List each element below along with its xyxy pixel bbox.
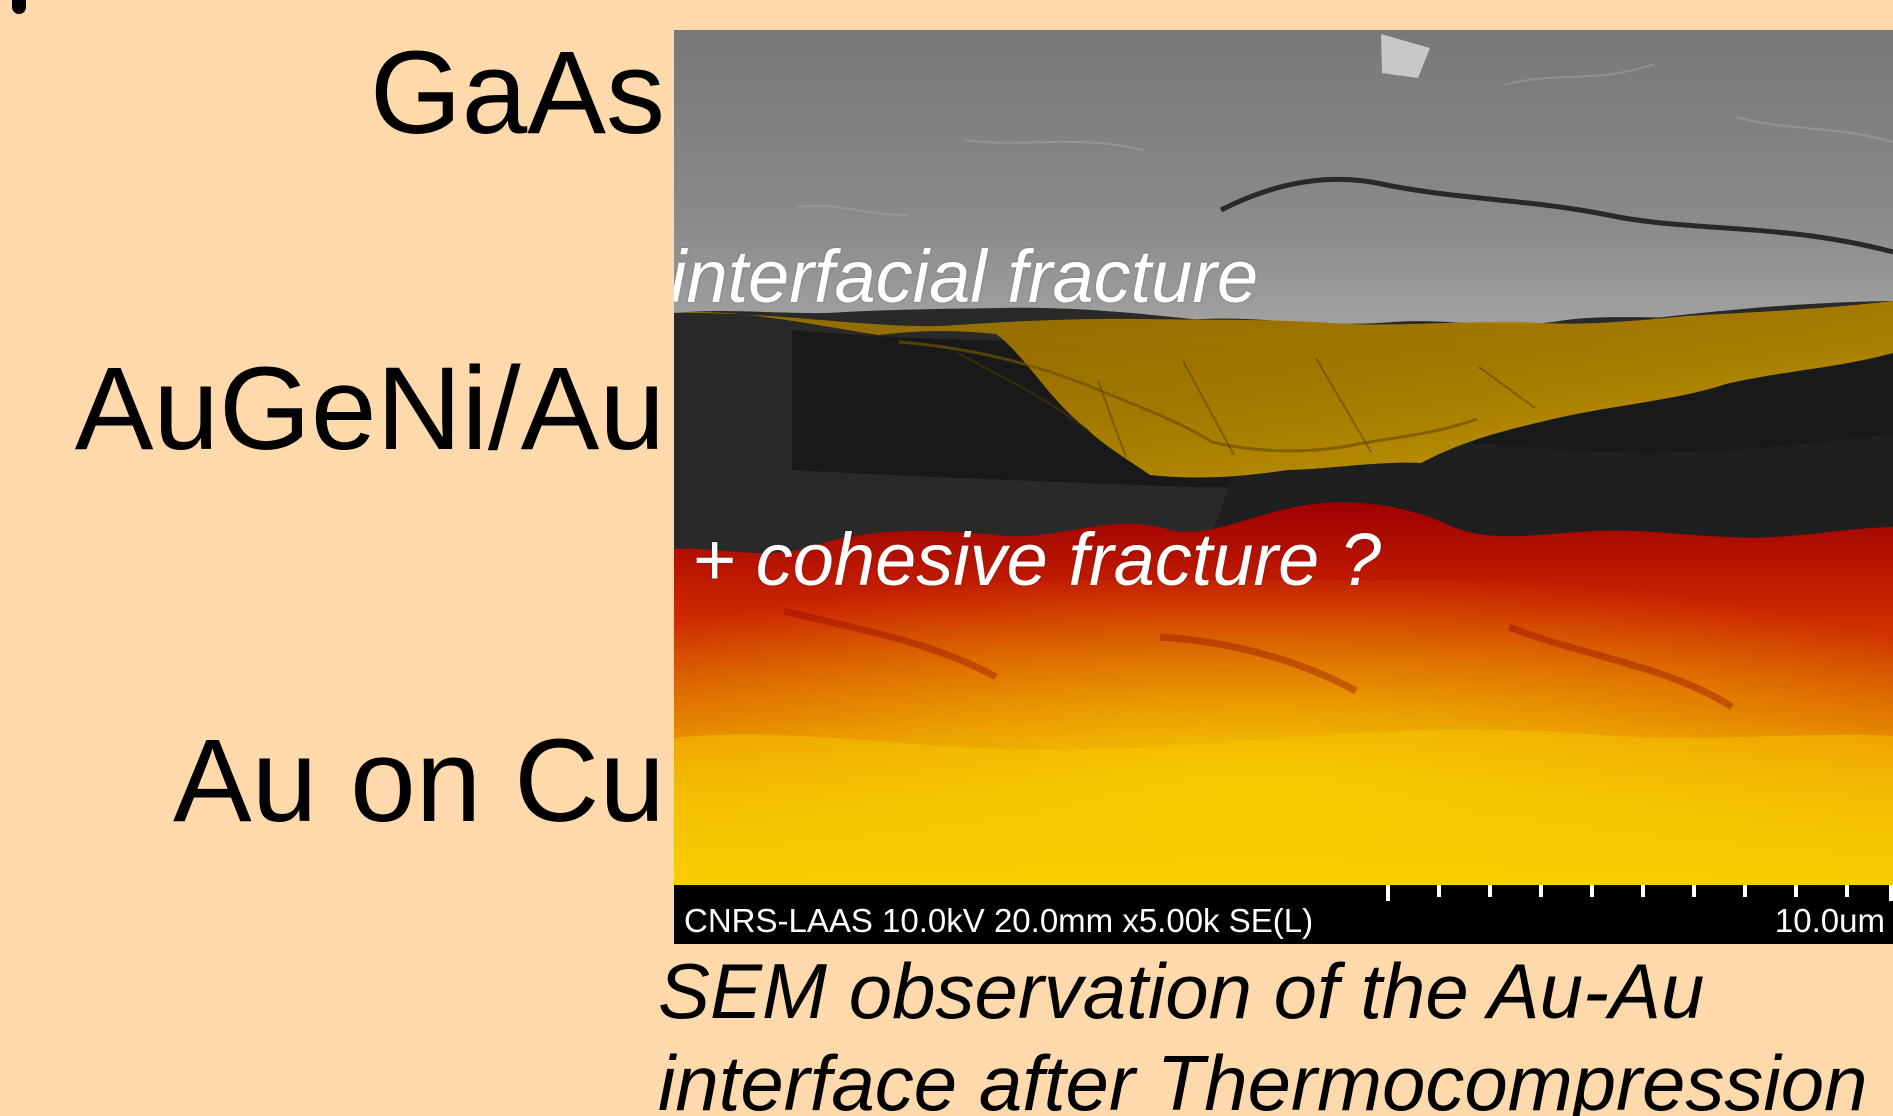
augeni-au-label: AuGeNi/Au	[74, 343, 665, 475]
sem-micrograph: interfacial fracture + cohesive fracture…	[674, 30, 1893, 944]
sem-parameters: CNRS-LAAS 10.0kV 20.0mm x5.00k SE(L)	[684, 902, 1314, 939]
sem-image	[674, 30, 1893, 885]
scale-ticks	[1386, 885, 1893, 901]
gaas-label: GaAs	[369, 27, 665, 159]
caption-line-1: SEM observation of the Au-Au	[658, 947, 1705, 1035]
caption-line-2: interface after Thermocompression	[658, 1039, 1868, 1116]
au-on-cu-label: Au on Cu	[173, 715, 665, 847]
interfacial-fracture-label: interfacial fracture	[674, 235, 1259, 318]
cohesive-fracture-label: + cohesive fracture ?	[692, 518, 1381, 601]
sem-info-bar: CNRS-LAAS 10.0kV 20.0mm x5.00k SE(L) 10.…	[674, 885, 1893, 944]
scale-bar-label: 10.0um	[1774, 902, 1885, 939]
figure-caption: SEM observation of the Au-Au interface a…	[658, 945, 1868, 1116]
corner-mark	[12, 0, 26, 14]
